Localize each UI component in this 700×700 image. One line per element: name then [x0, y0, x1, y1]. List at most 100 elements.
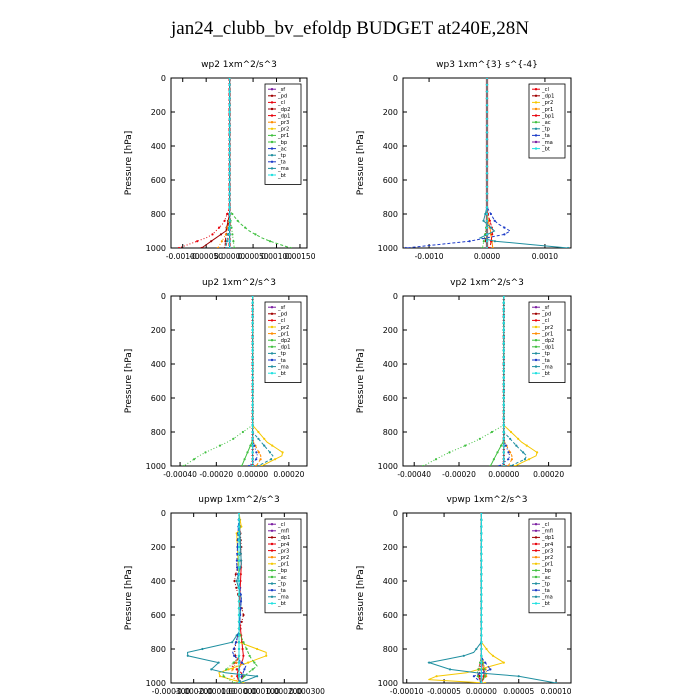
y-tick-label: 0 — [393, 509, 398, 518]
x-tick-label: 0.00000 — [466, 687, 497, 696]
legend-entry: _bt — [277, 173, 286, 179]
panel-title: wp2 1xm^2/s^3 — [201, 60, 277, 70]
series-point — [485, 233, 489, 236]
legend-marker — [534, 536, 538, 539]
series-point — [200, 246, 203, 248]
legend-marker — [534, 114, 538, 117]
y-tick-label: 200 — [383, 326, 398, 335]
series-point — [480, 654, 483, 657]
series-point — [254, 233, 257, 236]
series-line-ac — [476, 513, 482, 683]
legend-entry: _ta — [541, 358, 550, 364]
series-point — [502, 315, 505, 318]
x-tick-label: 0.00005 — [503, 687, 534, 696]
series-point — [253, 444, 256, 447]
series-point — [251, 328, 254, 332]
series-point — [481, 246, 484, 248]
series-point — [274, 458, 277, 461]
series-point — [186, 654, 189, 657]
legend-marker — [270, 529, 274, 532]
series-point — [525, 444, 528, 447]
series-point — [237, 525, 241, 528]
series-point — [235, 579, 238, 583]
legend-entry: _pd — [541, 312, 551, 318]
legend-box — [264, 301, 302, 383]
series-point — [236, 219, 239, 222]
legend-marker — [534, 372, 538, 375]
series-point — [502, 301, 505, 304]
series-point — [251, 383, 254, 386]
series-point — [230, 226, 233, 229]
series-point — [480, 593, 483, 596]
y-tick-label: 600 — [151, 394, 166, 403]
panel-title: upwp 1xm^2/s^3 — [198, 495, 279, 505]
legend-entry: _dp2 — [277, 107, 290, 113]
series-point — [485, 97, 489, 100]
series-point — [489, 668, 492, 671]
panel-0: wp2 1xm^2/s^3 Pressure [hPa] 0 200 400 600 800… — [124, 60, 316, 261]
legend-entry: _pr2 — [541, 325, 553, 331]
series-point — [218, 675, 222, 678]
series-point — [231, 641, 234, 644]
series-point — [488, 219, 491, 222]
y-tick-label: 800 — [151, 210, 166, 219]
series-group — [186, 513, 268, 683]
legend-marker — [270, 556, 274, 559]
x-tick-label: -0.000200 — [174, 687, 213, 696]
series-point — [502, 383, 505, 386]
series-point — [242, 613, 245, 617]
series-point — [228, 240, 231, 243]
y-axis-label: Pressure [hPa] — [356, 566, 366, 631]
series-point — [502, 424, 505, 427]
legend-marker — [534, 140, 538, 144]
legend-entry: _pr2 — [277, 325, 289, 331]
series-point — [237, 539, 241, 542]
series-point — [218, 226, 221, 229]
series-point — [237, 532, 241, 535]
legend-entry: _mfl — [541, 529, 553, 535]
y-tick-label: 400 — [151, 360, 166, 369]
series-point — [251, 403, 254, 406]
x-tick-label: -0.00005 — [427, 687, 461, 696]
series-point — [485, 110, 489, 114]
series-point — [480, 545, 483, 549]
series-point — [228, 185, 231, 188]
x-tick-label: -0.00040 — [397, 470, 431, 479]
y-tick-label: 200 — [151, 326, 166, 335]
legend-entry: _pr1 — [541, 331, 553, 337]
series-point — [489, 464, 492, 466]
y-tick-label: 600 — [383, 611, 398, 620]
series-point — [204, 451, 207, 454]
series-point — [235, 661, 238, 664]
legend-entry: _ma — [277, 364, 289, 370]
legend-entry: _pr1 — [541, 107, 553, 113]
series-point — [232, 240, 235, 243]
series-point — [243, 668, 246, 671]
legend-entry: _ac — [277, 575, 287, 581]
y-tick-label: 400 — [383, 142, 398, 151]
series-point — [485, 185, 489, 188]
legend-marker — [270, 107, 274, 111]
series-point — [228, 172, 231, 175]
series-point — [236, 552, 239, 555]
legend-marker — [270, 372, 274, 375]
legend-marker — [270, 523, 274, 526]
series-point — [251, 464, 254, 466]
series-point — [241, 430, 244, 434]
series-point — [502, 362, 505, 366]
y-tick-label: 400 — [151, 142, 166, 151]
series-point — [237, 654, 241, 657]
legend-marker — [270, 332, 274, 335]
series-point — [507, 458, 510, 461]
series-point — [485, 246, 489, 248]
legend-marker — [270, 312, 274, 315]
series-point — [263, 444, 266, 447]
series-line-cl — [178, 78, 231, 248]
series-point — [263, 437, 266, 440]
series-point — [493, 240, 496, 243]
y-tick-label: 600 — [151, 611, 166, 620]
y-tick-label: 800 — [151, 645, 166, 654]
legend-entry: _pd — [277, 94, 287, 100]
series-point — [510, 458, 513, 461]
series-point — [472, 675, 475, 678]
